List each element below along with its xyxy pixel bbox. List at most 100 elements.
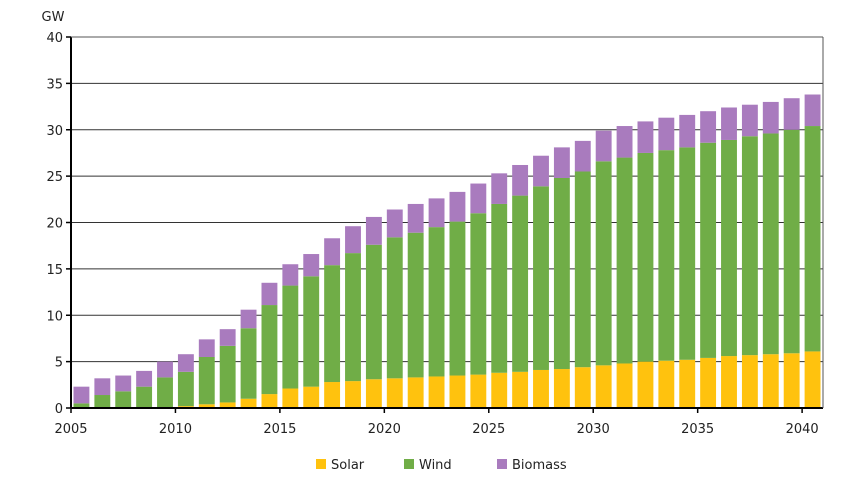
y-tick-label: 20 <box>46 217 63 232</box>
x-tick-label: 2025 <box>472 422 505 437</box>
bar-solar-2015 <box>282 388 299 408</box>
y-tick-label: 40 <box>46 31 63 46</box>
bar-solar-2039 <box>783 353 800 408</box>
bar-solar-2027 <box>533 369 549 408</box>
legend-swatch-biomass <box>497 459 507 469</box>
bar-biomass-2037 <box>741 104 758 137</box>
bar-wind-2008 <box>136 386 153 408</box>
bar-biomass-2008 <box>136 370 153 387</box>
bar-biomass-2033 <box>658 117 675 151</box>
bar-wind-2005 <box>73 403 90 408</box>
bar-biomass-2028 <box>553 147 570 178</box>
bar-solar-2021 <box>407 377 424 408</box>
bar-wind-2029 <box>574 171 591 368</box>
bar-solar-2031 <box>616 363 633 408</box>
x-tick-label: 2030 <box>577 422 610 437</box>
bar-biomass-2022 <box>428 198 445 228</box>
bar-solar-2037 <box>741 355 758 408</box>
bar-wind-2030 <box>595 161 612 366</box>
bar-solar-2016 <box>303 386 320 408</box>
bar-wind-2034 <box>679 147 696 360</box>
bar-wind-2017 <box>324 265 341 383</box>
bar-biomass-2017 <box>324 238 341 266</box>
bar-solar-2011 <box>198 404 215 408</box>
y-tick-label: 5 <box>55 356 63 371</box>
bar-biomass-2013 <box>240 309 257 329</box>
bar-biomass-2006 <box>94 378 111 396</box>
bar-wind-2013 <box>240 328 257 399</box>
bar-wind-2032 <box>637 152 654 362</box>
bar-wind-2038 <box>762 133 779 355</box>
bar-wind-2031 <box>616 157 633 364</box>
bar-biomass-2012 <box>219 329 236 346</box>
bar-solar-2019 <box>365 379 382 408</box>
bar-solar-2026 <box>512 371 529 408</box>
bar-biomass-2035 <box>700 111 717 143</box>
bar-biomass-2038 <box>762 101 779 134</box>
bar-wind-2014 <box>261 305 278 395</box>
bar-solar-2020 <box>386 378 403 408</box>
bar-wind-2016 <box>303 276 320 387</box>
bar-solar-2029 <box>574 367 591 408</box>
bar-wind-2025 <box>491 203 508 373</box>
gridlines <box>71 36 823 363</box>
y-tick-label: 10 <box>46 309 63 324</box>
bar-solar-2013 <box>240 398 257 408</box>
legend-swatch-solar <box>316 459 326 469</box>
legend-label-biomass: Biomass <box>512 458 567 473</box>
x-tick-label: 2010 <box>159 422 192 437</box>
legend-swatch-wind <box>404 459 414 469</box>
bar-solar-2017 <box>324 382 341 408</box>
bar-biomass-2011 <box>198 339 215 357</box>
x-tick-label: 2015 <box>263 422 296 437</box>
bar-wind-2037 <box>741 136 758 356</box>
y-axis-label: GW <box>42 10 65 25</box>
bars <box>73 94 821 408</box>
bar-biomass-2029 <box>574 140 591 172</box>
y-tick-label: 0 <box>55 402 63 417</box>
bar-wind-2009 <box>157 377 173 408</box>
bar-biomass-2036 <box>721 107 737 140</box>
x-tick-label: 2040 <box>786 422 819 437</box>
bar-solar-2012 <box>219 402 236 408</box>
bar-wind-2023 <box>449 221 466 376</box>
bar-wind-2022 <box>428 227 445 377</box>
bar-solar-2022 <box>428 376 445 408</box>
bar-wind-2026 <box>512 195 529 372</box>
bar-biomass-2010 <box>177 354 194 372</box>
bar-wind-2006 <box>94 395 111 408</box>
legend-label-solar: Solar <box>331 458 365 473</box>
bar-biomass-2032 <box>637 121 654 153</box>
bar-biomass-2024 <box>470 183 487 214</box>
bar-biomass-2027 <box>533 155 549 187</box>
bar-biomass-2019 <box>365 216 382 245</box>
bar-wind-2020 <box>386 237 403 379</box>
bar-wind-2010 <box>177 371 194 407</box>
bar-biomass-2018 <box>345 226 361 254</box>
bar-biomass-2016 <box>303 254 320 277</box>
bar-biomass-2009 <box>157 361 173 378</box>
bar-wind-2040 <box>804 126 821 352</box>
legend-label-wind: Wind <box>419 458 452 473</box>
bar-solar-2014 <box>261 394 278 408</box>
y-tick-label: 25 <box>46 170 63 185</box>
bar-wind-2033 <box>658 150 675 361</box>
bar-solar-2033 <box>658 360 675 408</box>
x-tick-label: 2005 <box>54 422 87 437</box>
bar-wind-2039 <box>783 129 800 354</box>
bar-wind-2028 <box>553 177 570 370</box>
bar-wind-2021 <box>407 232 424 378</box>
y-tick-label: 15 <box>46 263 63 278</box>
bar-biomass-2023 <box>449 191 466 222</box>
bar-biomass-2021 <box>407 203 424 233</box>
bar-biomass-2007 <box>115 375 132 392</box>
bar-wind-2018 <box>345 253 361 382</box>
x-tick-label: 2020 <box>368 422 401 437</box>
bar-biomass-2025 <box>491 173 508 204</box>
bar-biomass-2026 <box>512 164 529 196</box>
bar-solar-2036 <box>721 356 737 408</box>
bar-solar-2018 <box>345 381 361 408</box>
bar-biomass-2039 <box>783 98 800 130</box>
